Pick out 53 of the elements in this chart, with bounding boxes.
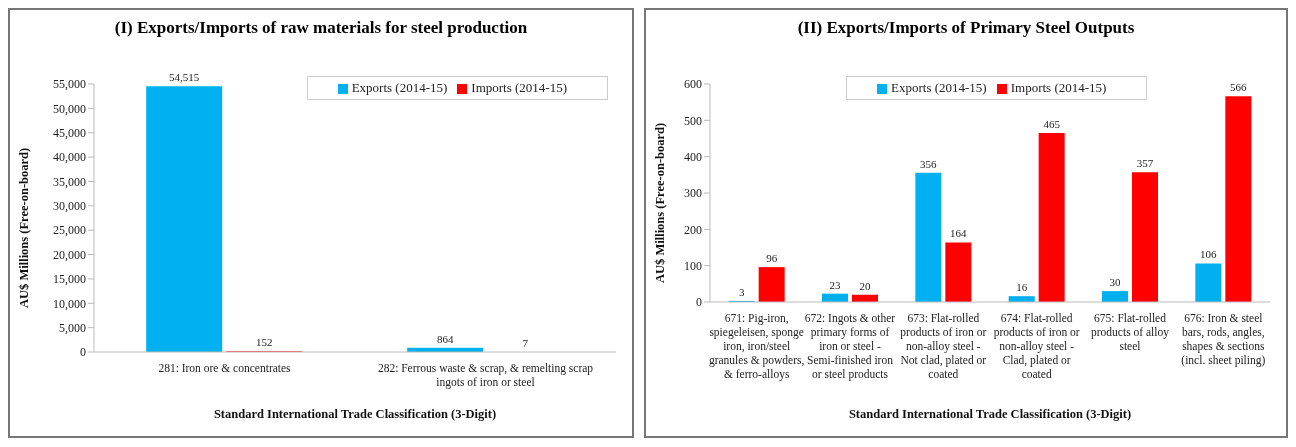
- x-tick-label: 281: Iron ore & concentrates: [158, 362, 292, 374]
- y-tick-label: 15,000: [53, 272, 86, 287]
- data-label: 30: [1109, 276, 1121, 289]
- y-tick-label: 0: [696, 295, 702, 310]
- x-tick-label: 673: Flat-rolled products of iron or non-alloy steel - Not clad, plated or coated: [900, 312, 987, 380]
- y-tick-label: 35,000: [53, 174, 86, 189]
- x-tick-label: 676: Iron & steel bars, rods, angles, shapes & sections (incl. sheet piling): [1181, 312, 1266, 367]
- y-tick-label: 500: [684, 113, 702, 128]
- y-tick-label: 100: [684, 258, 702, 273]
- data-label: 356: [920, 157, 938, 170]
- y-tick-label: 10,000: [53, 296, 86, 311]
- data-label: 16: [1016, 281, 1028, 294]
- data-label: 20: [859, 279, 871, 292]
- y-tick-label: 55,000: [53, 77, 86, 92]
- y-tick-label: 50,000: [53, 101, 86, 116]
- y-tick-label: 400: [684, 149, 702, 164]
- data-label: 3: [738, 285, 745, 298]
- data-label: 164: [950, 227, 968, 240]
- data-label: 7: [522, 336, 529, 349]
- legend-label: Imports (2014-15): [1010, 80, 1107, 95]
- data-label: 864: [436, 332, 454, 345]
- y-tick-label: 30,000: [53, 199, 86, 214]
- y-tick-label: 20,000: [53, 247, 86, 262]
- x-tick-label: 672: Ingots & other primary forms of iron or steel - Semi-finished iron or steel products: [804, 312, 896, 381]
- data-label: 96: [766, 252, 778, 265]
- data-label: 23: [829, 278, 841, 291]
- data-label: 152: [255, 336, 273, 349]
- legend-label: Exports (2014-15): [351, 80, 448, 95]
- data-label: 106: [1200, 248, 1218, 261]
- x-tick-label: 282: Ferrous waste & scrap, & remelting scrap ingots of iron or steel: [377, 362, 594, 389]
- y-tick-label: 200: [684, 222, 702, 237]
- chart-title: (I) Exports/Imports of raw materials for steel production: [113, 18, 529, 38]
- y-tick-label: 5,000: [59, 320, 86, 335]
- data-label: 54,515: [169, 71, 200, 84]
- data-label: 357: [1136, 157, 1154, 170]
- legend-label: Imports (2014-15): [471, 80, 567, 95]
- y-axis-title: AU$ Millions (Free-on-board): [17, 147, 32, 308]
- data-label: 465: [1043, 118, 1061, 131]
- data-label: 566: [1230, 81, 1248, 94]
- x-tick-label: 674: Flat-rolled products of iron or non-alloy steel - Clad, plated or coated: [993, 312, 1080, 380]
- x-tick-label: 675: Flat-rolled products of alloy steel: [1091, 312, 1170, 352]
- chart-title: (II) Exports/Imports of Primary Steel Outputs: [796, 18, 1136, 38]
- y-axis-title: AU$ Millions (Free-on-board): [653, 122, 668, 283]
- y-tick-label: 40,000: [53, 150, 86, 165]
- x-axis-title: Standard International Trade Classification (3-Digit): [848, 407, 1132, 421]
- y-tick-label: 300: [684, 186, 702, 201]
- y-tick-label: 600: [684, 77, 702, 92]
- y-tick-label: 25,000: [53, 223, 86, 238]
- x-axis-title: Standard International Trade Classification (3-Digit): [213, 407, 497, 421]
- legend-label: Exports (2014-15): [891, 80, 987, 95]
- x-tick-label: 671: Pig-iron, spiegeleisen, sponge iron, iron/steel granules & powders, & ferro-alloys: [708, 312, 805, 381]
- y-tick-label: 45,000: [53, 125, 86, 140]
- y-tick-label: 0: [80, 345, 86, 360]
